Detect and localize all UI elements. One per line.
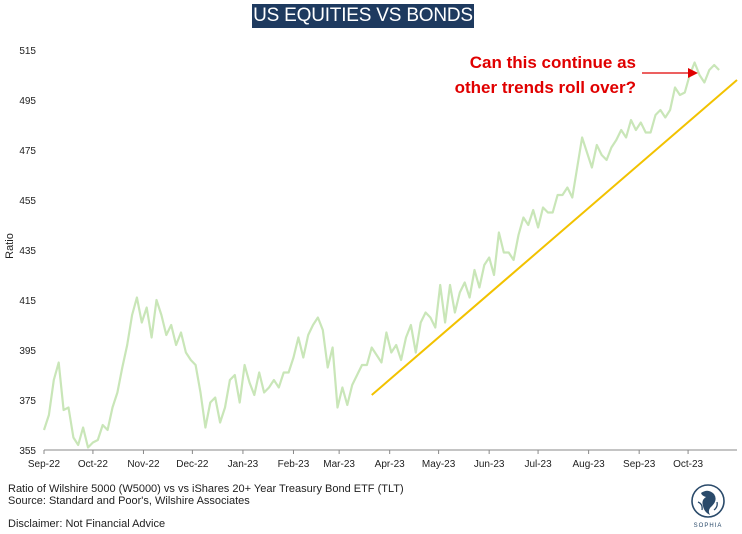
x-ticks: Sep-22 Oct-22 Nov-22 Dec-22 Jan-23 Feb-23 Mar-… xyxy=(28,450,704,470)
x-tick-label: Mar-23 xyxy=(323,459,355,470)
x-tick-label: Jun-23 xyxy=(474,459,505,470)
y-axis-label: Ratio xyxy=(4,233,16,259)
y-tick-label: 455 xyxy=(19,196,36,207)
footer-source: Source: Standard and Poor's, Wilshire As… xyxy=(8,495,250,507)
annotation-line-2: other trends roll over? xyxy=(455,78,636,97)
y-tick-label: 495 xyxy=(19,96,36,107)
x-tick-label: Feb-23 xyxy=(278,459,310,470)
y-ticks: 355 375 395 415 435 455 475 495 515 xyxy=(19,46,36,457)
y-tick-label: 515 xyxy=(19,46,36,57)
x-tick-label: Sep-22 xyxy=(28,459,61,470)
x-tick-label: Apr-23 xyxy=(375,459,405,470)
x-tick-label: Sep-23 xyxy=(623,459,656,470)
logo-text: SOPHIA xyxy=(694,523,723,529)
y-tick-label: 435 xyxy=(19,246,36,257)
footer-disclaimer: Disclaimer: Not Financial Advice xyxy=(8,518,166,530)
x-tick-label: Jan-23 xyxy=(228,459,259,470)
trendline xyxy=(371,79,738,396)
x-tick-label: Oct-22 xyxy=(78,459,108,470)
series-line-ratio xyxy=(42,61,720,449)
chart: Ratio 355 375 395 415 435 455 475 495 515 Sep-22… xyxy=(4,46,738,470)
footer-description: Ratio of Wilshire 5000 (W5000) vs vs iSh… xyxy=(8,483,404,495)
y-tick-label: 375 xyxy=(19,396,36,407)
x-tick-label: Dec-22 xyxy=(176,459,209,470)
annotation-arrowhead xyxy=(688,68,698,78)
y-tick-label: 415 xyxy=(19,296,36,307)
y-tick-label: 475 xyxy=(19,146,36,157)
y-tick-label: 395 xyxy=(19,346,36,357)
x-tick-label: Jul-23 xyxy=(524,459,552,470)
x-tick-label: Nov-22 xyxy=(127,459,160,470)
sophia-logo: SOPHIA xyxy=(691,484,725,529)
annotation-line-1: Can this continue as xyxy=(470,53,636,72)
y-tick-label: 355 xyxy=(19,446,36,457)
x-tick-label: May-23 xyxy=(422,459,456,470)
x-tick-label: Aug-23 xyxy=(572,459,605,470)
annotation: Can this continue as other trends roll o… xyxy=(455,53,698,97)
x-tick-label: Oct-23 xyxy=(673,459,703,470)
chart-title: US EQUITIES VS BONDS xyxy=(252,4,474,28)
